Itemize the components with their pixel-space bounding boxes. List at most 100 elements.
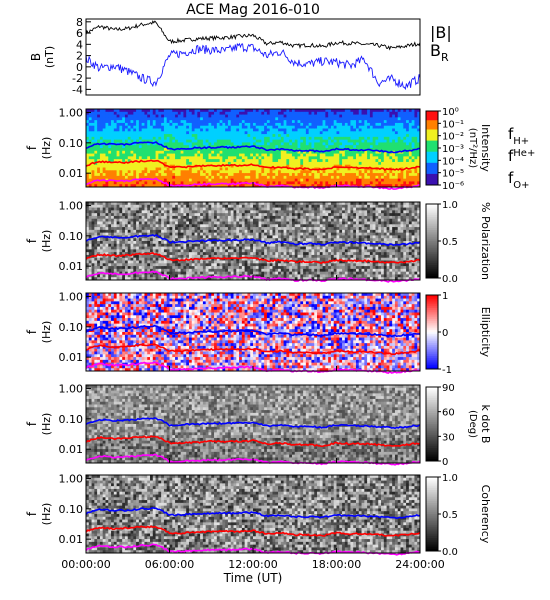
heatmap-cell: [99, 268, 104, 273]
heatmap-cell: [236, 134, 240, 138]
heatmap-cell: [155, 204, 159, 208]
heatmap-cell: [241, 175, 246, 180]
heatmap-cell: [119, 243, 123, 247]
heatmap-cell: [353, 125, 357, 129]
heatmap-cell: [227, 175, 232, 180]
heatmap-cell: [163, 136, 168, 141]
heatmap-cell: [236, 257, 240, 261]
heatmap-cell: [414, 139, 418, 143]
heatmap-cell: [278, 164, 282, 168]
heatmap-cell: [233, 173, 237, 177]
heatmap-cell: [172, 202, 176, 206]
heatmap-cell: [163, 221, 168, 225]
heatmap-cell: [330, 161, 335, 166]
heatmap-cell: [150, 173, 154, 177]
heatmap-cell: [175, 181, 179, 185]
heatmap-cell: [183, 246, 187, 250]
heatmap-cell: [208, 148, 212, 152]
heatmap-cell: [177, 268, 182, 273]
heatmap-cell: [227, 271, 232, 275]
heatmap-cell: [130, 114, 134, 118]
ytick-label: 2: [76, 50, 83, 63]
heatmap-cell: [216, 161, 220, 166]
heatmap-cell: [124, 263, 129, 267]
heatmap-cell: [411, 145, 415, 149]
heatmap-cell: [130, 210, 134, 214]
heatmap-cell: [241, 134, 246, 138]
heatmap-cell: [119, 173, 123, 177]
heatmap-cell: [219, 227, 223, 231]
heatmap-cell: [408, 136, 413, 141]
heatmap-cell: [116, 175, 120, 180]
heatmap-cell: [283, 120, 287, 124]
heatmap-cell: [417, 142, 421, 146]
heatmap-cell: [177, 136, 182, 141]
heatmap-cell: [227, 241, 232, 245]
heatmap-cell: [230, 175, 234, 180]
heatmap-cell: [381, 184, 385, 188]
heatmap-cell: [102, 181, 106, 185]
heatmap-cell: [367, 139, 371, 143]
heatmap-cell: [261, 128, 265, 132]
heatmap-cell: [102, 215, 106, 220]
heatmap-cell: [116, 204, 120, 208]
heatmap-cell: [369, 181, 374, 185]
heatmap-cell: [202, 109, 207, 113]
heatmap-cell: [230, 159, 234, 163]
heatmap-cell: [169, 266, 173, 270]
heatmap-cell: [152, 120, 156, 124]
heatmap-cell: [403, 111, 407, 115]
heatmap-cell: [138, 207, 143, 211]
heatmap-cell: [233, 139, 237, 143]
heatmap-cell: [177, 241, 182, 245]
heatmap-cell: [211, 114, 215, 118]
heatmap-cell: [152, 202, 156, 206]
heatmap-cell: [414, 125, 418, 129]
heatmap-cell: [150, 218, 154, 222]
heatmap-cell: [305, 109, 310, 113]
heatmap-cell: [236, 150, 240, 154]
heatmap-cell: [180, 268, 184, 273]
heatmap-cell: [378, 164, 382, 168]
heatmap-cell: [378, 139, 382, 143]
heatmap-cell: [381, 170, 385, 174]
heatmap-cell: [328, 159, 332, 163]
heatmap-cell: [158, 120, 162, 124]
heatmap-cell: [105, 117, 109, 121]
heatmap-cell: [319, 120, 323, 124]
heatmap-cell: [411, 175, 415, 180]
heatmap-cell: [161, 142, 165, 146]
heatmap-cell: [403, 175, 407, 180]
heatmap-cell: [144, 148, 148, 152]
heatmap-cell: [163, 178, 168, 182]
heatmap-cell: [133, 202, 137, 206]
heatmap-cell: [122, 227, 126, 231]
heatmap-cell: [186, 136, 190, 141]
heatmap-cell: [197, 246, 201, 250]
heatmap-cell: [147, 210, 151, 214]
heatmap-cell: [255, 128, 259, 132]
heatmap-cell: [311, 109, 315, 113]
heatmap-cell: [222, 243, 226, 247]
heatmap-cell: [144, 224, 148, 228]
heatmap-cell: [166, 170, 170, 174]
heatmap-cell: [258, 148, 262, 152]
heatmap-cell: [99, 175, 104, 180]
heatmap-cell: [127, 207, 131, 211]
heatmap-cell: [197, 221, 201, 225]
heatmap-cell: [113, 266, 118, 270]
heatmap-cell: [308, 134, 312, 138]
heatmap-cell: [155, 175, 159, 180]
panel-polarization: 1.000.100.01f (Hz)1.00.50.0% Polarization: [25, 199, 492, 285]
heatmap-cell: [300, 139, 304, 143]
heatmap-cell: [241, 148, 246, 152]
heatmap-cell: [130, 204, 134, 208]
heatmap-cell: [303, 134, 307, 138]
heatmap-cell: [369, 109, 374, 113]
heatmap-cell: [222, 227, 226, 231]
heatmap-cell: [233, 122, 237, 127]
heatmap-cell: [147, 150, 151, 154]
heatmap-cell: [200, 252, 204, 256]
heatmap-cell: [291, 173, 296, 177]
heatmap-cell: [211, 204, 215, 208]
